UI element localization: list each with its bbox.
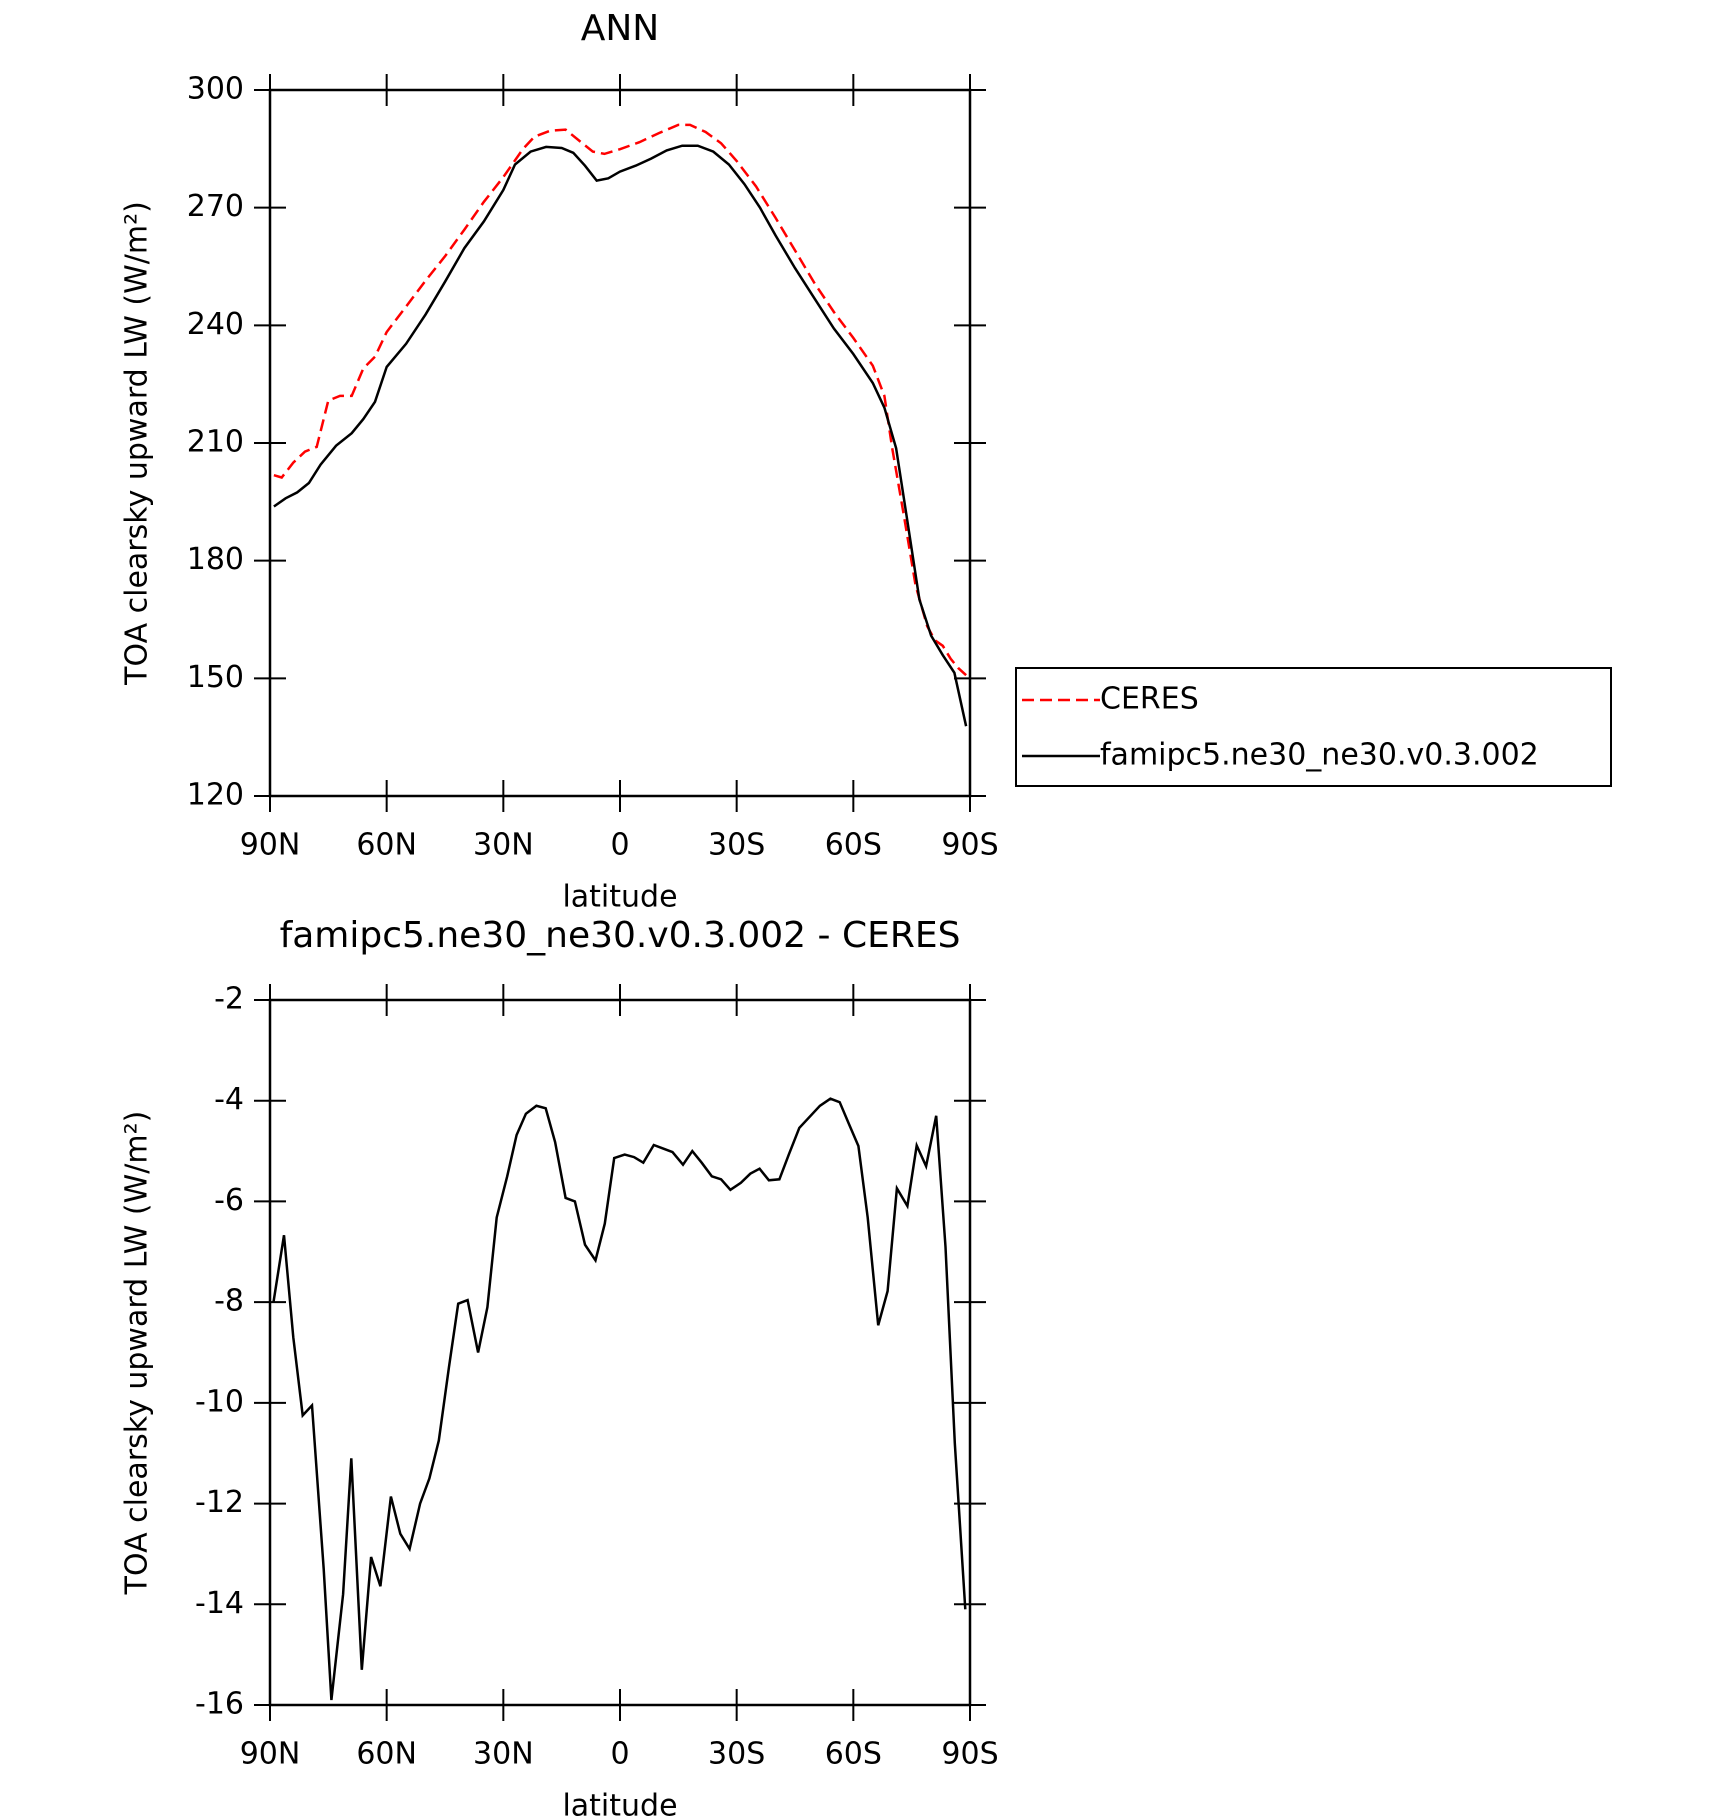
plot-frame [268, 998, 972, 1707]
legend-box [1015, 667, 1612, 787]
y-tick-label: 180 [187, 542, 244, 577]
chart-title: famipc5.ne30_ne30.v0.3.002 - CERES [280, 915, 961, 956]
y-tick-label: -2 [214, 982, 244, 1017]
x-tick-label: 90N [240, 1737, 301, 1772]
plot-frame [268, 88, 972, 798]
data-line [273, 123, 967, 677]
data-line [272, 1097, 967, 1701]
x-tick-label: 60N [356, 828, 417, 863]
x-tick-label: 0 [610, 828, 629, 863]
x-tick-label: 90S [941, 828, 998, 863]
y-tick-label: -4 [214, 1082, 244, 1117]
x-tick-label: 90S [941, 1737, 998, 1772]
data-line [273, 144, 968, 727]
x-tick-label: 0 [610, 1737, 629, 1772]
x-tick-label: 30S [708, 828, 765, 863]
x-tick-label: 60S [825, 1737, 882, 1772]
y-tick-label: -16 [195, 1687, 244, 1722]
y-tick-label: -10 [195, 1384, 244, 1419]
x-tick-label: 60S [825, 828, 882, 863]
x-tick-label: 30N [473, 828, 534, 863]
y-tick-label: -8 [214, 1284, 244, 1319]
x-tick-label: 30S [708, 1737, 765, 1772]
y-tick-label: 270 [187, 189, 244, 224]
y-tick-label: -14 [195, 1586, 244, 1621]
y-tick-label: 210 [187, 425, 244, 460]
y-tick-label: -12 [195, 1485, 244, 1520]
y-axis-label: TOA clearsky upward LW (W/m²) [120, 201, 155, 686]
y-tick-label: 300 [187, 72, 244, 107]
chart-title: ANN [581, 8, 660, 49]
y-tick-label: 240 [187, 307, 244, 342]
y-tick-label: 150 [187, 660, 244, 695]
x-tick-label: 30N [473, 1737, 534, 1772]
x-axis-label: latitude [562, 880, 677, 915]
y-axis-label: TOA clearsky upward LW (W/m²) [120, 1111, 155, 1596]
x-axis-label: latitude [562, 1789, 677, 1817]
x-tick-label: 90N [240, 828, 301, 863]
y-tick-label: 120 [187, 778, 244, 813]
legend-label: famipc5.ne30_ne30.v0.3.002 [1100, 738, 1539, 773]
y-tick-label: -6 [214, 1183, 244, 1218]
x-tick-label: 60N [356, 1737, 417, 1772]
legend-label: CERES [1100, 682, 1199, 717]
